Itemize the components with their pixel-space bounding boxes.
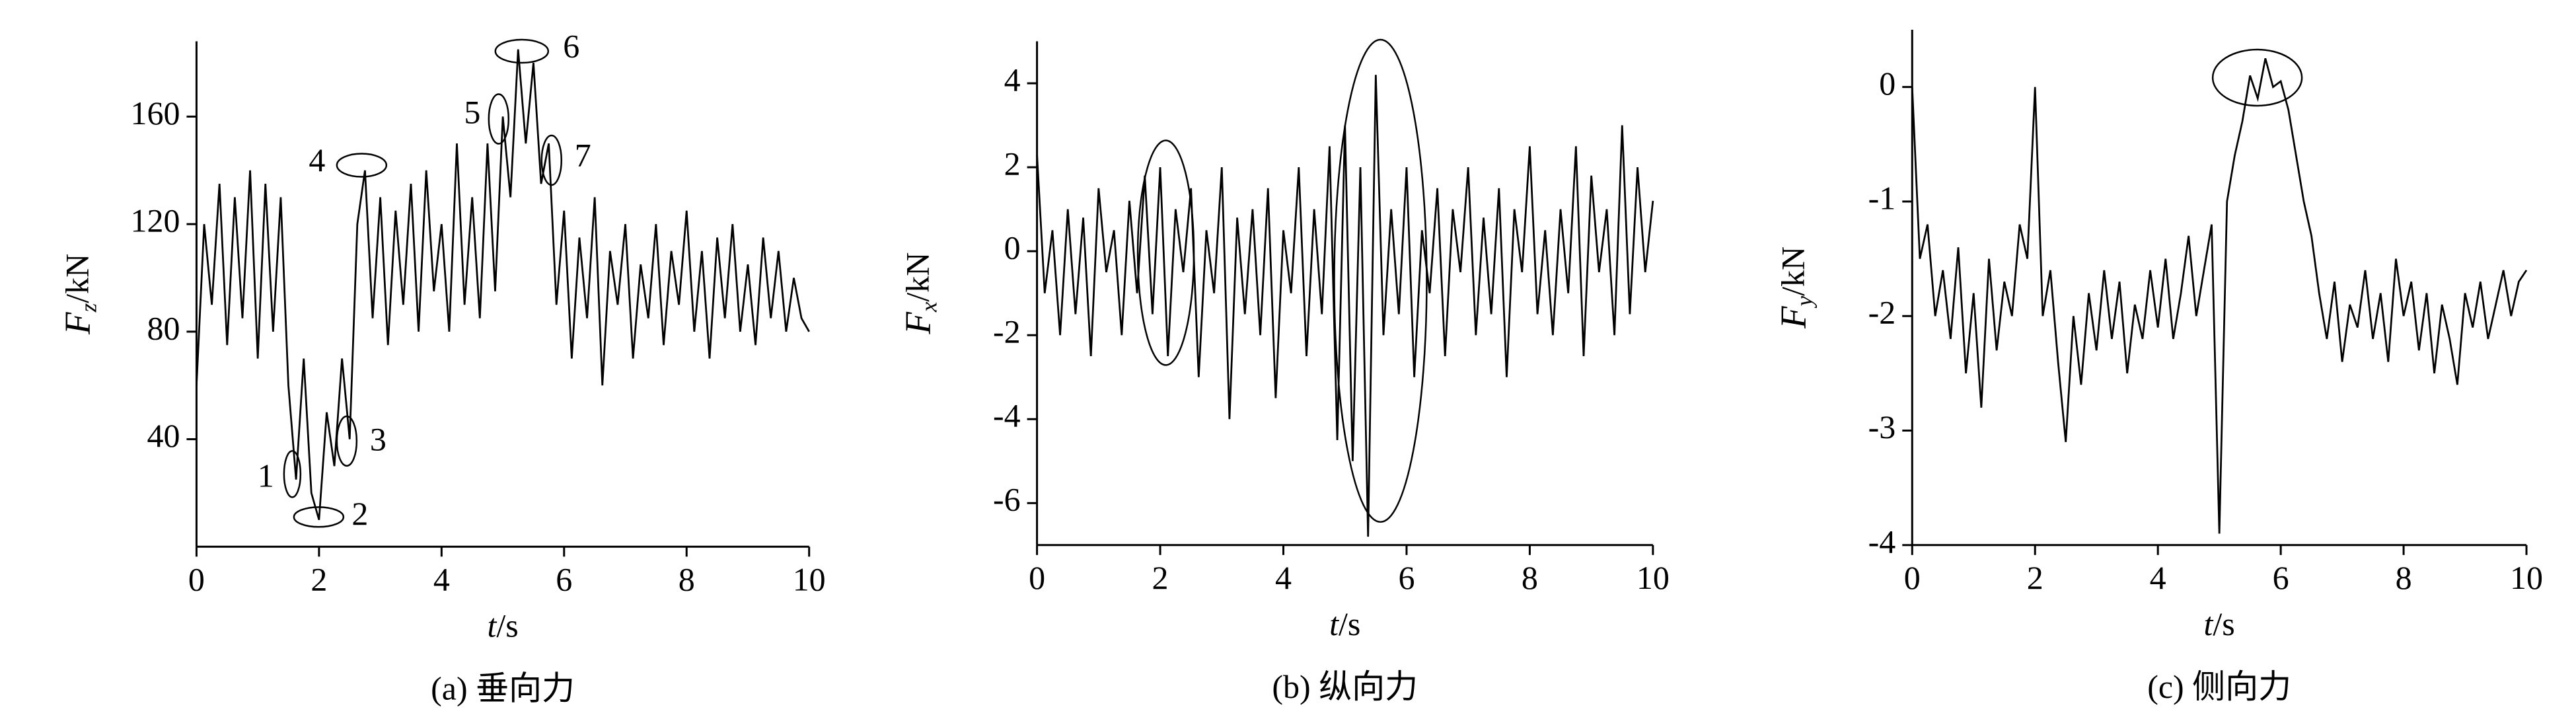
- x-tick-label: 10: [1637, 559, 1670, 596]
- annotation: 1: [258, 457, 274, 494]
- y-tick-label: -2: [993, 313, 1021, 350]
- y-label-subscript: z: [75, 303, 101, 313]
- y-tick-label: 160: [130, 95, 180, 132]
- caption: (c) 侧向力: [2147, 668, 2291, 705]
- y-tick-label: 120: [130, 202, 180, 239]
- y-label-unit: /kN: [1775, 247, 1812, 296]
- annotation: 5: [464, 93, 480, 130]
- x-tick-label: 6: [1398, 559, 1415, 596]
- x-label-symbol: t: [1329, 605, 1339, 642]
- y-tick-label: 0: [1879, 65, 1895, 102]
- x-tick-label: 4: [2150, 559, 2166, 596]
- highlight-ellipse: [488, 93, 510, 145]
- highlight-ellipse: [1136, 139, 1195, 366]
- x-tick-label: 0: [1904, 559, 1921, 596]
- y-tick-label: -6: [993, 481, 1021, 518]
- x-axis-label: t/s: [2204, 605, 2235, 642]
- x-tick-label: 10: [2510, 559, 2543, 596]
- y-axis-label: Fy/kN: [1773, 247, 1817, 329]
- y-tick-label: -4: [1868, 523, 1896, 560]
- x-tick-label: 4: [433, 561, 450, 598]
- x-tick-label: 0: [1029, 559, 1045, 596]
- x-tick-label: 8: [1522, 559, 1538, 596]
- y-tick-label: 4: [1004, 61, 1021, 98]
- y-tick-label: 2: [1004, 145, 1021, 182]
- y-label-unit: /kN: [59, 254, 96, 303]
- y-label-symbol: F: [57, 311, 97, 335]
- annotation: 6: [563, 27, 579, 64]
- highlight-ellipse: [2211, 48, 2303, 107]
- x-label-unit: /s: [1339, 605, 1360, 642]
- annotation: 3: [370, 420, 386, 457]
- y-label-symbol: F: [1773, 305, 1813, 329]
- x-tick-label: 6: [556, 561, 572, 598]
- caption: (b) 纵向力: [1272, 668, 1418, 705]
- y-tick-label: 0: [1004, 229, 1021, 266]
- y-tick-label: -4: [993, 397, 1021, 434]
- y-axis-label: Fx/kN: [897, 252, 941, 335]
- highlight-ellipse: [283, 450, 302, 498]
- highlight-ellipse: [336, 415, 358, 467]
- y-axis-label: Fz/kN: [57, 254, 101, 335]
- y-label-unit: /kN: [899, 252, 936, 302]
- y-tick-label: -2: [1868, 294, 1896, 331]
- annotation: 4: [309, 141, 325, 178]
- x-tick-label: 8: [679, 561, 695, 598]
- y-tick-label: 80: [147, 309, 180, 346]
- data-line: [196, 49, 810, 520]
- x-tick-label: 4: [1275, 559, 1292, 596]
- x-tick-label: 10: [793, 561, 826, 598]
- x-tick-label: 0: [188, 561, 205, 598]
- x-tick-label: 2: [2027, 559, 2043, 596]
- y-label-symbol: F: [897, 311, 938, 335]
- x-tick-label: 2: [1152, 559, 1169, 596]
- y-tick-label: -1: [1868, 179, 1896, 216]
- data-line: [1911, 57, 2528, 534]
- x-tick-label: 6: [2273, 559, 2289, 596]
- x-label-unit: /s: [496, 607, 518, 644]
- annotation: 2: [351, 495, 368, 532]
- x-label-symbol: t: [487, 607, 497, 644]
- y-label-subscript: x: [916, 301, 942, 313]
- y-label-subscript: y: [1791, 295, 1817, 308]
- x-axis-label: t/s: [1329, 605, 1360, 642]
- highlight-ellipse: [1333, 38, 1428, 523]
- y-tick-label: 40: [147, 417, 180, 454]
- highlight-ellipse: [540, 134, 563, 186]
- x-tick-label: 8: [2396, 559, 2412, 596]
- caption: (a) 垂向力: [431, 670, 575, 707]
- y-tick-label: -3: [1868, 408, 1896, 445]
- data-line: [1036, 75, 1654, 537]
- highlight-ellipse: [494, 38, 550, 64]
- highlight-ellipse: [293, 506, 345, 528]
- x-tick-label: 2: [311, 561, 327, 598]
- x-label-symbol: t: [2204, 605, 2214, 642]
- highlight-ellipse: [336, 153, 388, 178]
- x-label-unit: /s: [2213, 605, 2234, 642]
- annotation: 7: [575, 136, 591, 173]
- x-axis-label: t/s: [487, 607, 518, 644]
